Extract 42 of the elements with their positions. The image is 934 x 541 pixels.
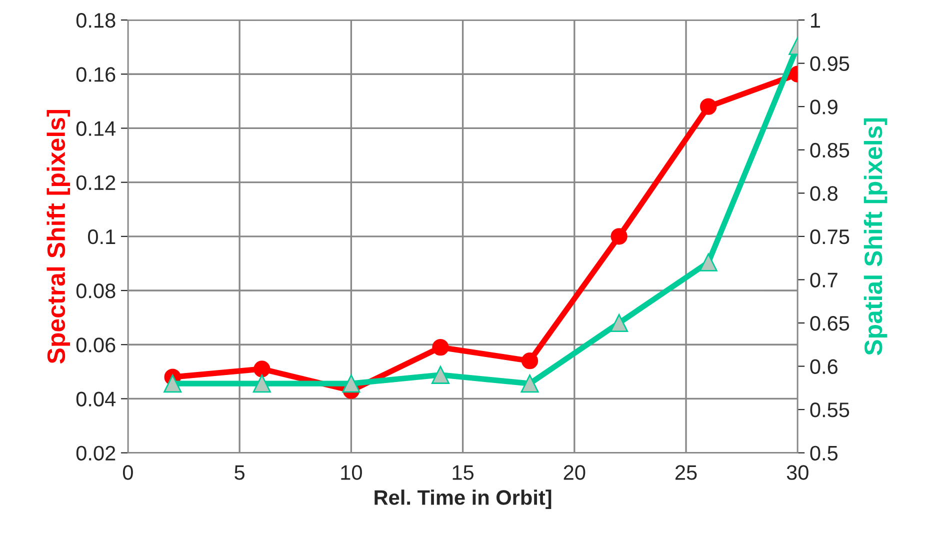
point xyxy=(610,314,628,332)
y2-tick-label: 0.95 xyxy=(810,56,850,72)
y-tick-label: 0.14 xyxy=(76,121,116,136)
y2-tick-label: 0.8 xyxy=(810,186,838,201)
point xyxy=(699,253,718,272)
y-tick-label: 0.18 xyxy=(76,13,116,28)
y2-tick-label: 0.9 xyxy=(810,100,838,114)
y-tick-label: 0.08 xyxy=(76,284,116,298)
y2-tick-label: 0.85 xyxy=(810,142,850,158)
y-tick-label: 0.12 xyxy=(76,175,116,190)
y2-axis-title: Spatial Shift [pixels] xyxy=(864,118,888,356)
point xyxy=(254,360,270,378)
y2-tick-label: 0.75 xyxy=(810,229,850,244)
y-tick-label: 0.02 xyxy=(76,446,116,461)
x-tick-label: 15 xyxy=(452,465,474,480)
point xyxy=(521,352,538,370)
y-tick-label: 0.1 xyxy=(88,229,116,244)
point xyxy=(432,338,449,356)
x-tick-label: 0 xyxy=(122,465,133,480)
x-tick-label: 25 xyxy=(675,465,697,480)
point xyxy=(431,366,450,384)
x-tick-label: 20 xyxy=(564,465,586,480)
y2-tick-label: 0.6 xyxy=(810,359,838,374)
y-tick-label: 0.04 xyxy=(76,392,116,406)
y-tick-label: 0.06 xyxy=(76,338,116,352)
y-tick-label: 0.16 xyxy=(76,67,116,82)
point xyxy=(164,374,182,393)
y2-tick-label: 0.65 xyxy=(810,316,850,331)
y2-tick-label: 0.7 xyxy=(810,272,838,288)
x-tick-label: 10 xyxy=(341,465,362,480)
point xyxy=(252,374,271,393)
y2-tick-label: 0.55 xyxy=(810,402,850,418)
point xyxy=(342,374,360,393)
point xyxy=(700,98,717,115)
point xyxy=(610,228,628,245)
y2-tick-label: 0.5 xyxy=(810,446,838,461)
y-axis-title: Spectral Shift [pixels] xyxy=(46,110,70,364)
x-tick-label: 5 xyxy=(234,465,244,480)
x-axis-title: Rel. Time in Orbit] xyxy=(374,490,552,510)
point xyxy=(520,374,539,393)
y2-tick-label: 1 xyxy=(811,13,820,28)
x-tick-label: 30 xyxy=(786,465,808,480)
